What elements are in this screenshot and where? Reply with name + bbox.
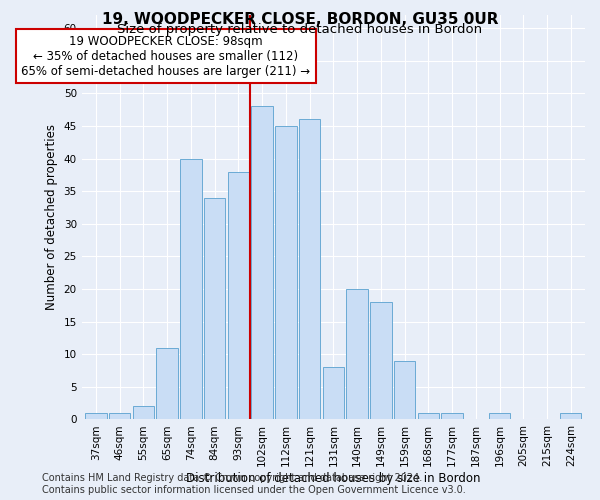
Text: 19, WOODPECKER CLOSE, BORDON, GU35 0UR: 19, WOODPECKER CLOSE, BORDON, GU35 0UR xyxy=(102,12,498,28)
Bar xyxy=(133,406,154,420)
Bar xyxy=(442,413,463,420)
Text: Contains HM Land Registry data © Crown copyright and database right 2024.
Contai: Contains HM Land Registry data © Crown c… xyxy=(42,474,466,495)
Bar xyxy=(323,368,344,420)
Bar xyxy=(418,413,439,420)
Bar xyxy=(204,198,226,420)
Bar xyxy=(109,413,130,420)
Bar xyxy=(157,348,178,420)
Bar xyxy=(394,360,415,420)
Bar xyxy=(370,302,392,420)
Bar xyxy=(251,106,273,420)
Bar xyxy=(489,413,510,420)
Bar xyxy=(228,172,249,420)
Y-axis label: Number of detached properties: Number of detached properties xyxy=(45,124,58,310)
Text: 19 WOODPECKER CLOSE: 98sqm
← 35% of detached houses are smaller (112)
65% of sem: 19 WOODPECKER CLOSE: 98sqm ← 35% of deta… xyxy=(22,34,311,78)
X-axis label: Distribution of detached houses by size in Bordon: Distribution of detached houses by size … xyxy=(186,472,481,485)
Bar xyxy=(85,413,107,420)
Bar xyxy=(560,413,581,420)
Bar xyxy=(180,158,202,420)
Text: Size of property relative to detached houses in Bordon: Size of property relative to detached ho… xyxy=(118,22,482,36)
Bar xyxy=(275,126,296,420)
Bar xyxy=(346,289,368,420)
Bar xyxy=(299,120,320,420)
